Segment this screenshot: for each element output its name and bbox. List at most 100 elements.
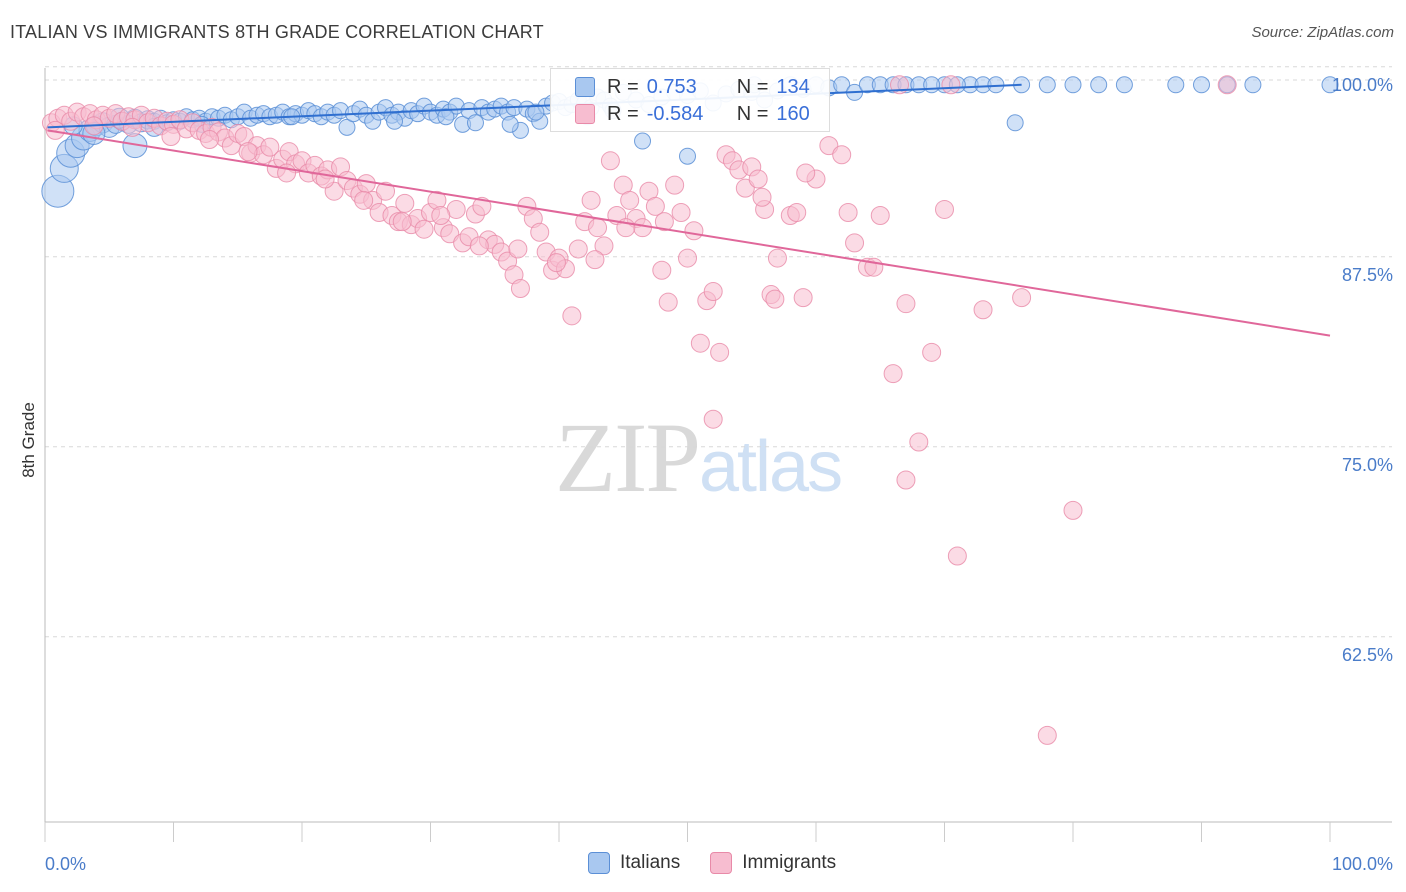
immigrants-n-label: N = [736, 102, 769, 125]
immigrants-point [414, 219, 434, 239]
chart-title: ITALIAN VS IMMIGRANTS 8TH GRADE CORRELAT… [10, 22, 544, 42]
immigrants-swatch [575, 104, 595, 124]
italians-point [679, 147, 696, 165]
legend-row-italians: R = 0.753 N = 134 [575, 74, 810, 100]
immigrants-point [883, 364, 903, 384]
immigrants-point [703, 282, 723, 302]
immigrants-point [652, 260, 672, 280]
immigrants-point [645, 196, 665, 216]
watermark-atlas: atlas [699, 427, 843, 507]
immigrants-point [508, 239, 528, 259]
y-axis-label: 8th Grade [19, 402, 38, 478]
x-tick-label: 100.0% [1332, 854, 1393, 874]
chart-source: Source: ZipAtlas.com [1251, 24, 1394, 41]
y-tick-label: 75.0% [1342, 455, 1393, 475]
immigrants-point [1012, 288, 1032, 308]
legend-item-italians[interactable]: Italians [588, 852, 680, 874]
italians-legend-label: Italians [620, 852, 681, 873]
legend-row-immigrants: R = -0.584 N = 160 [575, 101, 810, 127]
immigrants-point [765, 289, 785, 309]
immigrants-legend-swatch [710, 852, 733, 874]
immigrants-point [896, 470, 916, 490]
italians-r-label: R = [607, 75, 639, 98]
immigrants-point [594, 236, 614, 256]
immigrants-point [787, 202, 807, 222]
y-tick-label: 100.0% [1332, 75, 1393, 95]
italians-point [1006, 114, 1024, 132]
italians-point [1244, 76, 1262, 94]
immigrants-point [909, 432, 929, 452]
immigrants-point [260, 137, 280, 157]
y-tick-label: 87.5% [1342, 265, 1393, 285]
italians-point [527, 103, 545, 121]
immigrants-r-label: R = [607, 102, 639, 125]
immigrants-point [395, 193, 415, 213]
italians-n-value: 134 [776, 75, 810, 98]
axes [44, 68, 1392, 842]
immigrants-point [819, 136, 839, 156]
immigrants-point [620, 190, 640, 210]
immigrants-point [752, 187, 772, 207]
italians-point [923, 76, 941, 94]
italians-point [1193, 76, 1210, 94]
immigrants-legend-label: Immigrants [742, 852, 837, 873]
immigrants-point [1217, 75, 1237, 95]
italians-r-value: 0.753 [646, 75, 697, 98]
immigrants-point [199, 130, 219, 150]
immigrants-point [1063, 500, 1083, 520]
trend-lines [47, 83, 1331, 337]
italians-point [1038, 76, 1056, 94]
immigrants-point [767, 248, 787, 268]
immigrants-point [530, 222, 550, 242]
italians-point [634, 132, 652, 150]
italians-point [1064, 76, 1082, 94]
immigrants-point [440, 224, 460, 244]
x-tick-label: 0.0% [45, 854, 86, 874]
immigrants-trend-line [47, 129, 1331, 337]
immigrants-point [690, 333, 710, 353]
immigrants-point [510, 278, 530, 298]
italians-point [1321, 76, 1339, 94]
immigrants-point [392, 212, 412, 232]
immigrants-point [678, 248, 697, 268]
immigrants-point [568, 239, 588, 259]
immigrants-point [922, 342, 942, 362]
immigrants-point [472, 196, 492, 216]
tick-labels: 62.5% 75.0% 87.5% 100.0% 0.0% 100.0% 8th Grade [19, 75, 1393, 874]
immigrants-point [585, 250, 605, 270]
immigrants-point [581, 190, 601, 210]
immigrants-point [703, 409, 723, 429]
immigrants-point [1037, 725, 1057, 745]
immigrants-point [354, 190, 374, 210]
immigrants-points [41, 75, 1237, 745]
immigrants-r-value: -0.584 [646, 102, 704, 125]
immigrants-point [546, 253, 566, 273]
watermark: ZIPatlas [555, 400, 843, 515]
immigrants-point [238, 142, 258, 162]
immigrants-point [431, 206, 451, 226]
italians-point [386, 112, 404, 130]
immigrants-point [832, 145, 852, 165]
italians-point [466, 114, 484, 132]
italians-point [338, 118, 356, 136]
italians-swatch [575, 77, 595, 97]
immigrants-point [633, 218, 653, 238]
immigrants-point [356, 174, 376, 194]
immigrants-point [896, 294, 916, 314]
immigrants-point [941, 75, 961, 95]
immigrants-point [665, 175, 685, 195]
immigrants-point [654, 212, 674, 232]
immigrants-point [376, 181, 396, 201]
immigrants-point [315, 169, 335, 189]
immigrants-point [161, 126, 181, 146]
immigrants-point [684, 221, 704, 241]
italians-point [437, 108, 455, 126]
immigrants-point [793, 288, 813, 308]
italians-point [1090, 76, 1108, 94]
immigrants-point [671, 202, 691, 222]
immigrants-point [562, 306, 582, 326]
immigrants-point [838, 202, 858, 222]
legend-item-immigrants[interactable]: Immigrants [710, 852, 836, 874]
immigrants-point [122, 117, 142, 137]
